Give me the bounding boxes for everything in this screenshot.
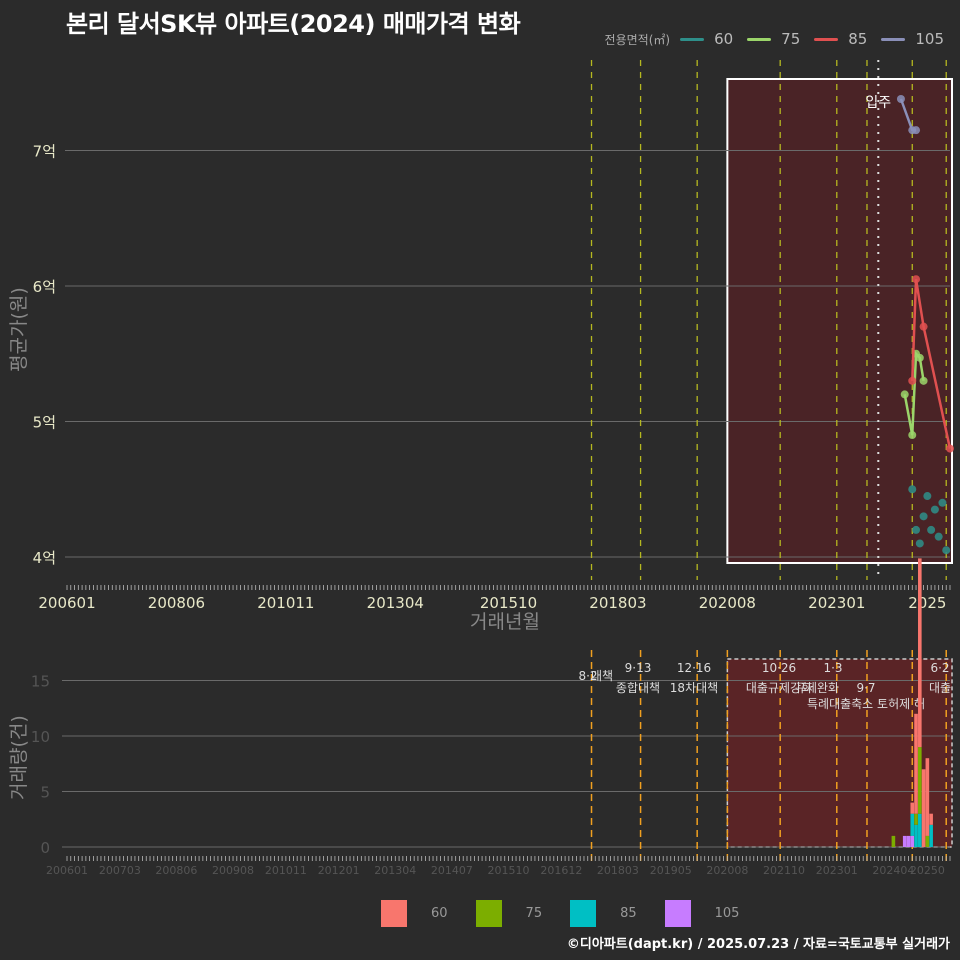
- y-tick-label: 5: [40, 784, 50, 802]
- policy-label: 대책: [591, 668, 613, 683]
- bar-85: [910, 814, 914, 836]
- bar-60: [926, 758, 930, 836]
- x-tick-label: 201510: [488, 864, 530, 877]
- bar-85: [918, 814, 922, 847]
- x-tick-label: 20250: [910, 864, 945, 877]
- bar-legend-item-60: 60: [381, 900, 448, 927]
- x-tick-label: 202404: [872, 864, 914, 877]
- policy-date: 12·16: [677, 661, 711, 675]
- x-tick-label: 202301: [816, 864, 858, 877]
- x-tick-label: 200601: [46, 864, 88, 877]
- bar-105: [907, 836, 911, 847]
- y-tick-label: 0: [40, 839, 50, 857]
- source-credit: ©디아파트(dapt.kr) / 2025.07.23 / 자료=국토교통부 실…: [567, 933, 950, 952]
- volume-bar-chart: 0510158·2대책9·13종합대책12·1618차대책10·26대출규제강화…: [0, 0, 960, 900]
- bar-60: [922, 769, 926, 847]
- policy-date: 6·2: [930, 661, 949, 675]
- policy-date: 10·26: [762, 661, 796, 675]
- bottom-legend: 60 75 85 105: [381, 900, 753, 927]
- bar-75: [892, 836, 896, 847]
- swatch-105-icon: [665, 900, 691, 927]
- x-tick-label: 201304: [374, 864, 416, 877]
- x-tick-label: 201201: [318, 864, 360, 877]
- top-x-axis-title: 거래년월: [470, 607, 540, 634]
- bar-75: [914, 814, 918, 825]
- swatch-85-icon: [570, 900, 596, 927]
- x-tick-label: 202008: [706, 864, 748, 877]
- bar-85: [914, 825, 918, 847]
- x-tick-label: 201011: [265, 864, 307, 877]
- bar-105: [903, 836, 907, 847]
- bottom-y-axis-title: 거래량(건): [4, 715, 31, 800]
- bar-75: [918, 747, 922, 814]
- swatch-75-icon: [476, 900, 502, 927]
- bar-60: [914, 714, 918, 814]
- policy-date: 9·13: [625, 661, 652, 675]
- policy-date: 1·3: [823, 661, 842, 675]
- bar-legend-item-105: 105: [665, 900, 740, 927]
- policy-date: 9·7: [856, 681, 875, 695]
- policy-label: 대출: [929, 681, 951, 695]
- y-tick-label: 15: [31, 673, 50, 691]
- bar-60: [929, 814, 933, 825]
- bar-75: [926, 836, 930, 847]
- x-tick-label: 200806: [155, 864, 197, 877]
- x-tick-label: 201612: [540, 864, 582, 877]
- x-tick-label: 201803: [597, 864, 639, 877]
- policy-label: 특례대출축소 토허제 해: [807, 697, 925, 711]
- bar-60: [918, 558, 922, 747]
- x-tick-label: 201905: [650, 864, 692, 877]
- bar-60: [910, 803, 914, 814]
- policy-label: 18차대책: [670, 680, 718, 695]
- x-tick-label: 200908: [212, 864, 254, 877]
- bar-legend-item-85: 85: [570, 900, 637, 927]
- x-tick-label: 202110: [763, 864, 805, 877]
- policy-label: 규제완화: [795, 681, 839, 695]
- bar-105: [910, 836, 914, 847]
- bar-85: [929, 825, 933, 847]
- swatch-60-icon: [381, 900, 407, 927]
- bar-legend-item-75: 75: [476, 900, 543, 927]
- policy-label: 종합대책: [616, 680, 660, 695]
- top-y-axis-title: 평균가(원): [4, 287, 31, 372]
- x-tick-label: 201407: [431, 864, 473, 877]
- x-tick-label: 200703: [99, 864, 141, 877]
- y-tick-label: 10: [31, 728, 50, 746]
